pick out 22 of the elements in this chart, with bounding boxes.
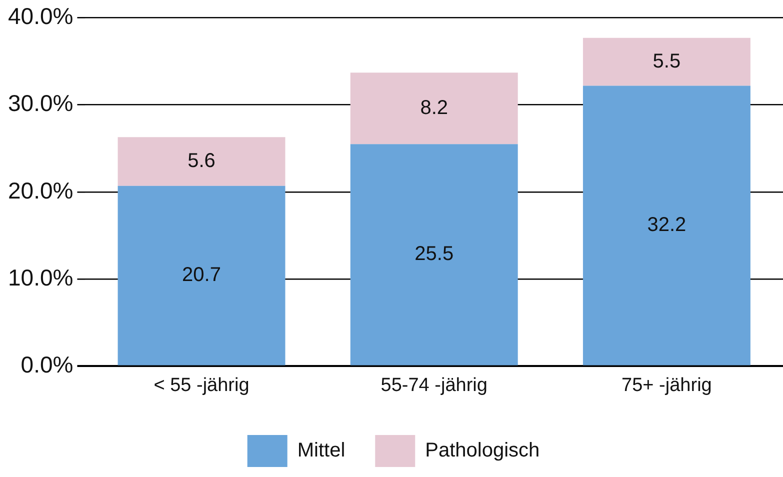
bar <box>582 86 750 366</box>
bar <box>582 38 750 86</box>
legend-label: Mittel <box>297 440 346 462</box>
y-tick-label: 20.0% <box>8 177 74 204</box>
x-tick-label: 75+ -jährig <box>622 374 712 396</box>
legend-label: Pathologisch <box>425 440 540 462</box>
x-tick-label: < 55 -jährig <box>154 374 250 396</box>
x-tick-label: 55-74 -jährig <box>380 374 488 396</box>
bar <box>350 72 518 144</box>
data-label: 5.5 <box>652 50 681 72</box>
data-label: 5.6 <box>188 150 216 172</box>
bar <box>118 137 286 186</box>
y-tick-label: 40.0% <box>8 3 74 30</box>
bar <box>118 186 286 366</box>
data-label: 8.2 <box>420 96 448 119</box>
data-label: 20.7 <box>182 264 221 286</box>
data-label: 32.2 <box>647 214 686 236</box>
y-tick-label: 10.0% <box>8 264 74 290</box>
data-label: 25.5 <box>414 243 454 266</box>
bar <box>350 144 518 366</box>
y-tick-label: 30.0% <box>8 90 74 116</box>
y-tick-label: 0.0% <box>20 352 74 378</box>
